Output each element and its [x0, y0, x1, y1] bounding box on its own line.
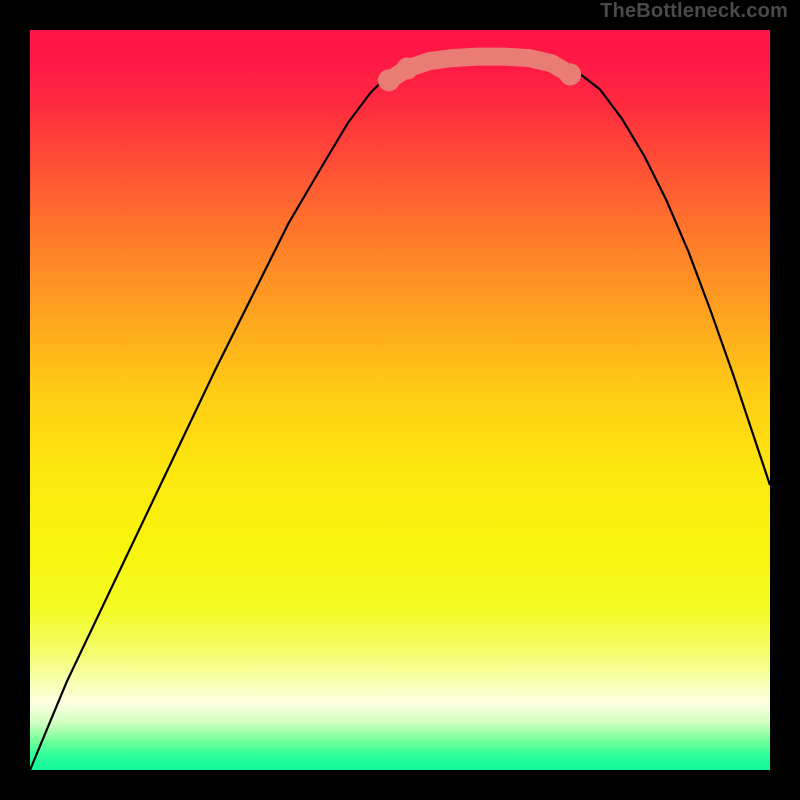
highlight-dot [396, 57, 418, 79]
highlight-dot [378, 69, 400, 91]
gradient-background [30, 30, 770, 770]
watermark-text: TheBottleneck.com [600, 0, 788, 23]
plot-area [30, 30, 770, 770]
plot-svg [30, 30, 770, 770]
chart-container: TheBottleneck.com [0, 0, 800, 800]
highlight-dot [559, 63, 581, 85]
